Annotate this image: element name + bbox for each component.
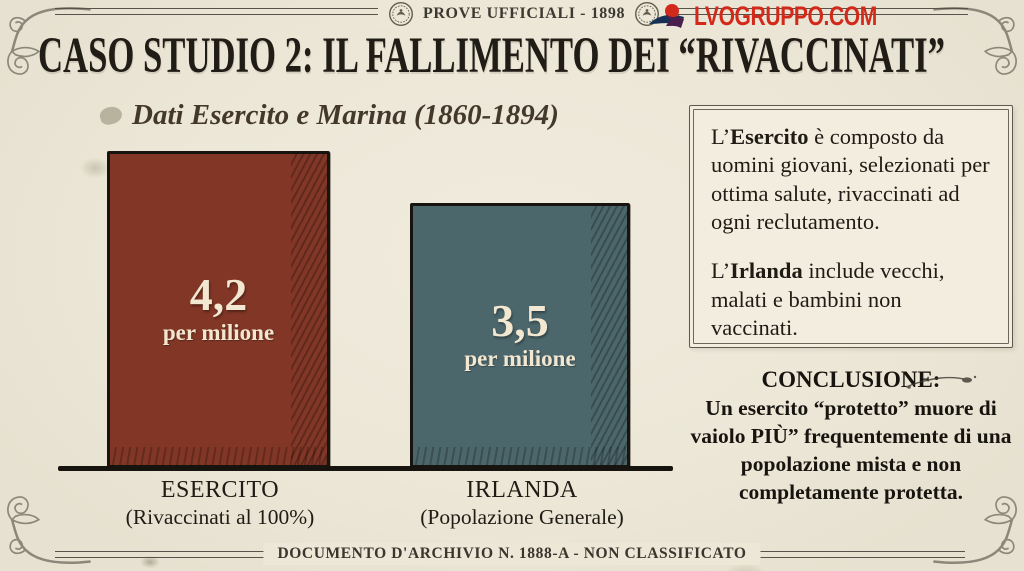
info-box: L’Esercito è composto da uomini giovani,…: [689, 105, 1013, 348]
bar-irlanda: 3,5 per milione: [410, 203, 630, 468]
bar-irlanda-unit: per milione: [464, 345, 576, 371]
info-box-inner-frame: L’Esercito è composto da uomini giovani,…: [693, 109, 1009, 344]
bar-esercito-value: 4,2: [189, 268, 248, 320]
conclusion-block: CONCLUSIONE: Un esercito “protetto” muor…: [688, 366, 1014, 507]
paragraph-text: include vecchi, malati e bambini non vac…: [711, 258, 945, 341]
info-paragraph-esercito: L’Esercito è composto da uomini giovani,…: [711, 123, 992, 236]
category-label-esercito: ESERCITO (Rivaccinati al 100%): [65, 477, 375, 529]
category-name: ESERCITO: [160, 477, 280, 503]
footer-badge: DOCUMENTO D'ARCHIVIO N. 1888-A - NON CLA…: [263, 543, 761, 565]
lvogruppo-logo[interactable]: LVOGRUPPO.COM: [648, 1, 929, 32]
page-title: CASO STUDIO 2: IL FALLIMENTO DEI “RIVACC…: [38, 28, 946, 84]
logo-text: LVOGRUPPO.COM: [694, 1, 877, 31]
official-seal-icon: [635, 2, 660, 26]
category-label-irlanda: IRLANDA (Popolazione Generale): [367, 477, 677, 529]
bar-esercito: 4,2 per milione: [107, 151, 330, 468]
category-sublabel: (Popolazione Generale): [420, 504, 624, 529]
bar-esercito-unit: per milione: [162, 319, 275, 345]
conclusion-body: Un esercito “protetto” muore di vaiolo P…: [690, 395, 1012, 504]
conclusion-heading: CONCLUSIONE:: [761, 367, 941, 392]
flourish-ornament-bottom-right: [930, 477, 1022, 569]
flourish-ornament-bottom-left: [2, 477, 94, 569]
header-badge: PROVE UFFICIALI - 1898: [378, 0, 671, 28]
header-badge-label: PROVE UFFICIALI - 1898: [423, 5, 626, 22]
ink-splatter-decoration: [905, 375, 977, 389]
bar-irlanda-value: 3,5: [491, 294, 549, 346]
paragraph-text: è composto da uomini giovani, selezionat…: [711, 124, 990, 235]
paragraph-lead: Esercito: [730, 124, 809, 149]
category-name: IRLANDA: [466, 477, 578, 503]
paragraph-lead: Irlanda: [730, 258, 803, 284]
chart-axis-line: [58, 466, 673, 471]
chart-subtitle-text: Dati Esercito e Marina (1860-1894): [132, 99, 559, 131]
paragraph-prefix: L’: [711, 258, 731, 284]
info-paragraph-irlanda: L’Irlanda include vecchi, malati e bambi…: [711, 257, 992, 342]
paragraph-prefix: L’: [711, 124, 731, 149]
category-sublabel: (Rivaccinati al 100%): [125, 504, 315, 529]
footer-label: DOCUMENTO D'ARCHIVIO N. 1888-A - NON CLA…: [277, 545, 747, 562]
official-seal-icon: [389, 2, 413, 26]
ink-smudge-icon: [98, 104, 124, 127]
lvogruppo-logo-icon: [649, 3, 684, 28]
chart-subtitle: Dati Esercito e Marina (1860-1894): [98, 99, 559, 132]
